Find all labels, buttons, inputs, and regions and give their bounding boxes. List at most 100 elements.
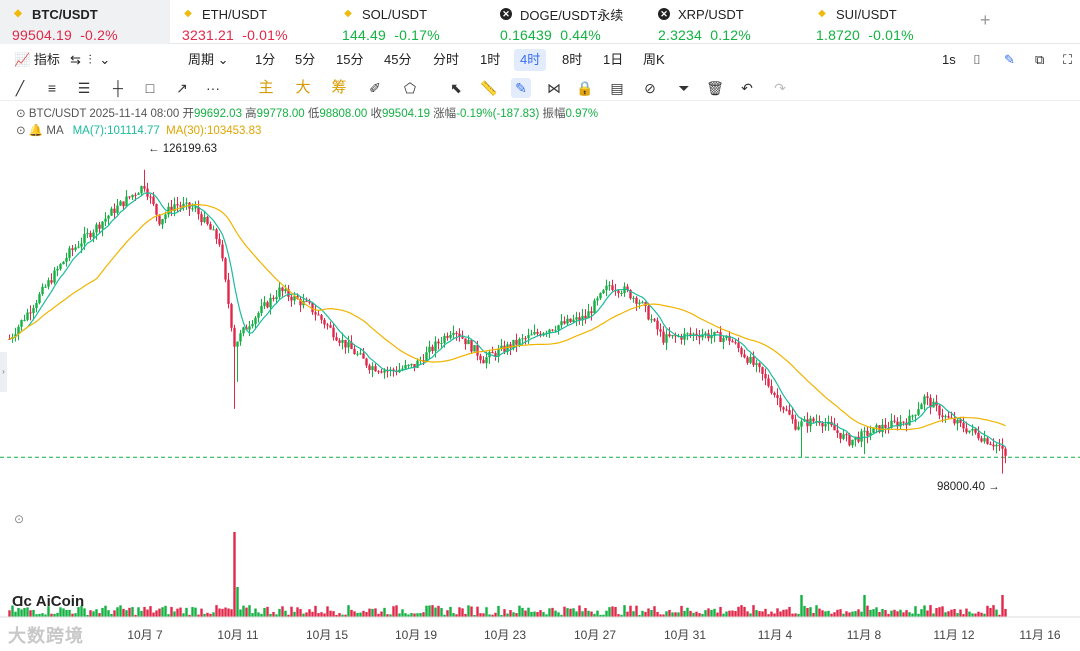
candle-body bbox=[185, 202, 188, 204]
note-icon[interactable]: ▤ bbox=[610, 80, 624, 96]
undo-icon[interactable]: ↶ bbox=[741, 80, 753, 96]
interval-1w[interactable]: 周K bbox=[643, 52, 665, 67]
fullscreen-icon[interactable]: ⛶ bbox=[1063, 52, 1073, 67]
redo-icon[interactable]: ↷ bbox=[774, 80, 786, 96]
candle-body bbox=[23, 319, 26, 321]
volume-bar bbox=[452, 613, 455, 617]
filter-icon[interactable]: ⏷ bbox=[678, 80, 690, 96]
interval-4h[interactable]: 4时 bbox=[514, 49, 547, 71]
volume-expand-icon[interactable]: ⊙ bbox=[14, 512, 25, 526]
volume-bar bbox=[395, 605, 398, 617]
volume-bar bbox=[680, 605, 683, 617]
trendline-icon[interactable]: ╱ bbox=[15, 80, 25, 96]
interval-45m[interactable]: 45分 bbox=[384, 52, 412, 67]
volume-bar bbox=[224, 607, 227, 617]
interval-8h[interactable]: 8时 bbox=[562, 52, 583, 67]
indicator-button[interactable]: 📈 指标 bbox=[14, 49, 60, 71]
lock-icon[interactable]: 🔒 bbox=[576, 80, 594, 96]
volume-bar bbox=[899, 609, 902, 617]
candle-body bbox=[998, 444, 1001, 446]
edit-icon[interactable]: ✐ bbox=[369, 80, 381, 96]
candle-body bbox=[956, 419, 959, 424]
candle-body bbox=[62, 261, 65, 265]
volume-bar bbox=[257, 612, 260, 617]
candle-body bbox=[554, 330, 557, 332]
interval-1m[interactable]: 1分 bbox=[255, 52, 276, 67]
volume-bar bbox=[326, 606, 329, 617]
tab-sol[interactable]: ◆ SOL/USDT 144.49 -0.17% bbox=[330, 0, 488, 44]
big-order-button[interactable]: 大 bbox=[295, 79, 311, 96]
hide-icon[interactable]: ⊘ bbox=[644, 80, 656, 96]
interval-1d[interactable]: 1日 bbox=[603, 52, 624, 67]
volume-bar bbox=[533, 611, 536, 617]
arrow-icon[interactable]: ↗ bbox=[176, 80, 188, 96]
candle-body bbox=[149, 196, 152, 198]
candlestick-chart[interactable]: 10月 7 10月 11 10月 15 10月 19 10月 23 10月 27 10月 3… bbox=[0, 140, 1080, 651]
interval-1h[interactable]: 1时 bbox=[480, 52, 501, 67]
tab-doge[interactable]: ✕ DOGE/USDT永续 0.16439 0.44% bbox=[488, 0, 646, 44]
candle-body bbox=[131, 194, 134, 198]
volume-bar bbox=[989, 607, 992, 617]
shape-icon[interactable]: ⬠ bbox=[403, 80, 417, 96]
candle-body bbox=[773, 392, 776, 396]
measure-icon[interactable]: ⬉ bbox=[450, 80, 462, 96]
horizontal-lines-icon[interactable]: ☰ bbox=[77, 80, 91, 96]
volume-bar bbox=[74, 613, 77, 617]
candle-body bbox=[50, 280, 53, 283]
candle-body bbox=[1004, 448, 1007, 456]
watermark: 大数跨境 bbox=[8, 626, 84, 646]
candle-body bbox=[557, 325, 560, 331]
volume-bar bbox=[485, 607, 488, 617]
main-indicator-button[interactable]: 主 bbox=[258, 79, 274, 96]
volume-bar bbox=[362, 610, 365, 617]
collapse-icon[interactable]: ⊙ bbox=[16, 108, 26, 120]
candle-body bbox=[143, 186, 146, 189]
candle-body bbox=[938, 405, 941, 416]
tab-btc[interactable]: ◆ BTC/USDT 99504.19 -0.2% bbox=[0, 0, 170, 44]
volume-bar bbox=[830, 613, 833, 617]
pencil-icon[interactable]: ✎ bbox=[1004, 52, 1015, 67]
bell-icon[interactable]: 🔔 bbox=[28, 125, 44, 137]
tab-xrp[interactable]: ✕ XRP/USDT 2.3234 0.12% bbox=[646, 0, 804, 44]
rectangle-icon[interactable]: □ bbox=[145, 80, 155, 96]
period-dropdown[interactable]: 周期 ⌄ bbox=[188, 49, 229, 71]
magnet-icon[interactable]: ⋈ bbox=[547, 80, 561, 96]
volume-bar bbox=[836, 609, 839, 617]
trash-icon[interactable]: 🗑 bbox=[706, 80, 724, 96]
volume-bar bbox=[683, 610, 686, 617]
volume-bar bbox=[1004, 608, 1007, 617]
add-tab-button[interactable]: + bbox=[980, 10, 991, 30]
ruler-icon[interactable]: 📏 bbox=[480, 80, 498, 96]
popout-icon[interactable]: ⧉ bbox=[1035, 52, 1045, 67]
candle-body bbox=[839, 432, 842, 439]
refresh-rate[interactable]: 1s bbox=[942, 52, 956, 67]
chip-button[interactable]: 筹 bbox=[331, 79, 347, 96]
interval-15m[interactable]: 15分 bbox=[336, 52, 364, 67]
candle-body bbox=[890, 420, 893, 428]
volume-bar bbox=[407, 614, 410, 617]
candle-body bbox=[410, 363, 413, 365]
tab-eth[interactable]: ◆ ETH/USDT 3231.21 -0.01% bbox=[170, 0, 330, 44]
brush-icon[interactable]: ✎ bbox=[511, 78, 531, 98]
horizontal-line-icon[interactable]: ┼ bbox=[113, 80, 123, 96]
camera-icon[interactable]: ⌷ bbox=[973, 52, 981, 67]
chart-type-icons[interactable]: ⇆ ⫶ ⌄ bbox=[70, 52, 113, 67]
interval-timeline[interactable]: 分时 bbox=[433, 52, 460, 67]
collapse-icon[interactable]: ⊙ bbox=[16, 125, 26, 137]
parallel-lines-icon[interactable]: ≡ bbox=[47, 80, 57, 96]
volume-bar bbox=[332, 611, 335, 617]
candle-body bbox=[632, 297, 635, 299]
candle-body bbox=[959, 419, 962, 423]
candle-body bbox=[869, 432, 872, 436]
volume-bar bbox=[884, 610, 887, 617]
tab-symbol: ETH/USDT bbox=[202, 6, 267, 22]
interval-toolbar: 📈 指标 ⇆ ⫶ ⌄ 周期 ⌄ 1分 5分 15分 45分 分时 1时 4时 8… bbox=[0, 45, 1080, 73]
candle-body bbox=[41, 286, 44, 295]
volume-bar bbox=[839, 609, 842, 617]
candle-body bbox=[725, 335, 728, 339]
interval-5m[interactable]: 5分 bbox=[295, 52, 316, 67]
side-collapse-handle[interactable]: › bbox=[0, 352, 7, 392]
tab-sui[interactable]: ◆ SUI/USDT 1.8720 -0.01% bbox=[804, 0, 974, 44]
more-icon[interactable]: ··· bbox=[206, 80, 220, 96]
tab-symbol: SOL/USDT bbox=[362, 6, 428, 22]
